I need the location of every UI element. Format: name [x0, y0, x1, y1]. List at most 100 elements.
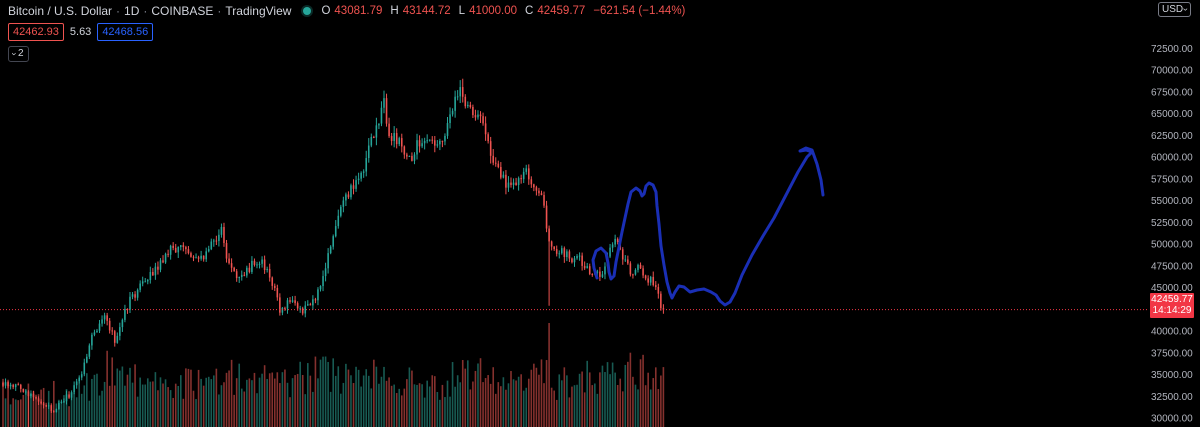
candle	[47, 402, 50, 410]
currency-label: USD	[1162, 4, 1184, 15]
symbol-name[interactable]: Bitcoin / U.S. Dollar	[8, 4, 113, 18]
volume-bar	[324, 356, 327, 427]
volume-bar	[268, 373, 271, 427]
volume-bar	[502, 377, 505, 427]
candle	[200, 250, 202, 261]
volume-bar	[380, 376, 383, 427]
candle-body	[642, 268, 644, 276]
candle	[609, 243, 611, 259]
open-label: O	[321, 5, 331, 17]
candle-body	[106, 315, 108, 321]
volume-bar	[540, 359, 543, 427]
candle	[258, 261, 261, 269]
volume-bar	[477, 363, 479, 427]
candle	[492, 149, 495, 166]
candle-body	[152, 271, 154, 276]
separator: ·	[217, 4, 222, 18]
buy-price-button[interactable]: 42468.56	[97, 23, 154, 41]
volume-bar	[182, 398, 185, 427]
candle-body	[101, 319, 103, 324]
sell-price-button[interactable]: 42462.93	[8, 23, 64, 41]
volume-bar	[50, 405, 53, 427]
candle-body	[129, 296, 131, 310]
volume-bar	[578, 373, 581, 427]
candle	[12, 383, 14, 390]
volume-bar	[70, 392, 73, 427]
volume-bar	[75, 397, 78, 427]
candle	[533, 183, 535, 192]
volume-bar	[543, 383, 545, 427]
spread-value: 5.63	[69, 26, 92, 38]
volume-bar	[416, 384, 418, 427]
candle-body	[649, 276, 652, 283]
volume-bar	[373, 359, 375, 427]
candle	[291, 296, 294, 303]
candle	[446, 117, 449, 139]
volume-bar	[159, 377, 162, 427]
price-tick-label: 55000.00	[1151, 196, 1193, 207]
candle	[360, 171, 362, 182]
volume-bar	[421, 384, 423, 427]
volume-bar	[563, 367, 566, 427]
candle-body	[578, 255, 581, 257]
volume-bar	[350, 375, 352, 427]
price-axis[interactable]: 72500.00 70000.00 67500.00 65000.00 62500.00…	[1148, 0, 1200, 427]
candle-body	[263, 259, 266, 270]
candle	[467, 101, 469, 109]
candle-body	[113, 331, 116, 343]
volume-bar	[439, 399, 441, 427]
volume-bar	[355, 366, 357, 427]
candle	[40, 399, 42, 405]
candle-body	[207, 249, 210, 252]
candle-body	[91, 334, 93, 346]
volume-bar	[444, 397, 446, 427]
volume-bar	[329, 391, 332, 427]
volume-bar	[91, 378, 93, 427]
volume-bar	[576, 384, 578, 427]
candle-body	[319, 286, 322, 290]
volume-bar	[286, 382, 289, 427]
candle-body	[639, 264, 642, 269]
candle	[418, 135, 421, 153]
volume-bar	[525, 387, 528, 427]
candle-body	[256, 264, 258, 266]
volume-bar	[2, 378, 4, 427]
currency-selector[interactable]: USD ›	[1158, 2, 1192, 17]
candle	[583, 261, 586, 270]
candle	[53, 410, 55, 413]
candle	[431, 136, 434, 144]
candle	[324, 262, 327, 282]
candle-body	[510, 182, 512, 185]
brush-drawing[interactable]	[591, 146, 825, 307]
candle-body	[403, 146, 406, 155]
volume-bar	[141, 384, 144, 427]
candle	[58, 400, 60, 410]
candle	[428, 139, 431, 142]
volume-bar	[555, 399, 558, 427]
price-tick-label: 50000.00	[1151, 240, 1193, 251]
volume-bar	[411, 370, 413, 427]
candle	[164, 252, 167, 264]
candle	[197, 255, 200, 263]
volume-bar	[395, 393, 398, 427]
candle-body	[629, 263, 632, 275]
exchange-label: COINBASE	[151, 4, 214, 18]
candle	[55, 408, 58, 413]
indicators-toggle-button[interactable]: › 2	[8, 46, 29, 62]
candle	[543, 191, 545, 208]
candle-body	[96, 330, 98, 333]
volume-bar	[205, 377, 207, 427]
candle	[627, 255, 629, 265]
interval-label[interactable]: 1D	[124, 4, 140, 18]
market-status-icon[interactable]	[303, 7, 312, 15]
candle	[388, 117, 390, 138]
volume-bar	[263, 365, 266, 427]
volume-bar	[538, 374, 540, 427]
candle	[634, 268, 637, 276]
candle	[639, 262, 642, 269]
candle-body	[406, 154, 408, 157]
candle-body	[225, 242, 228, 259]
candle	[484, 116, 487, 141]
